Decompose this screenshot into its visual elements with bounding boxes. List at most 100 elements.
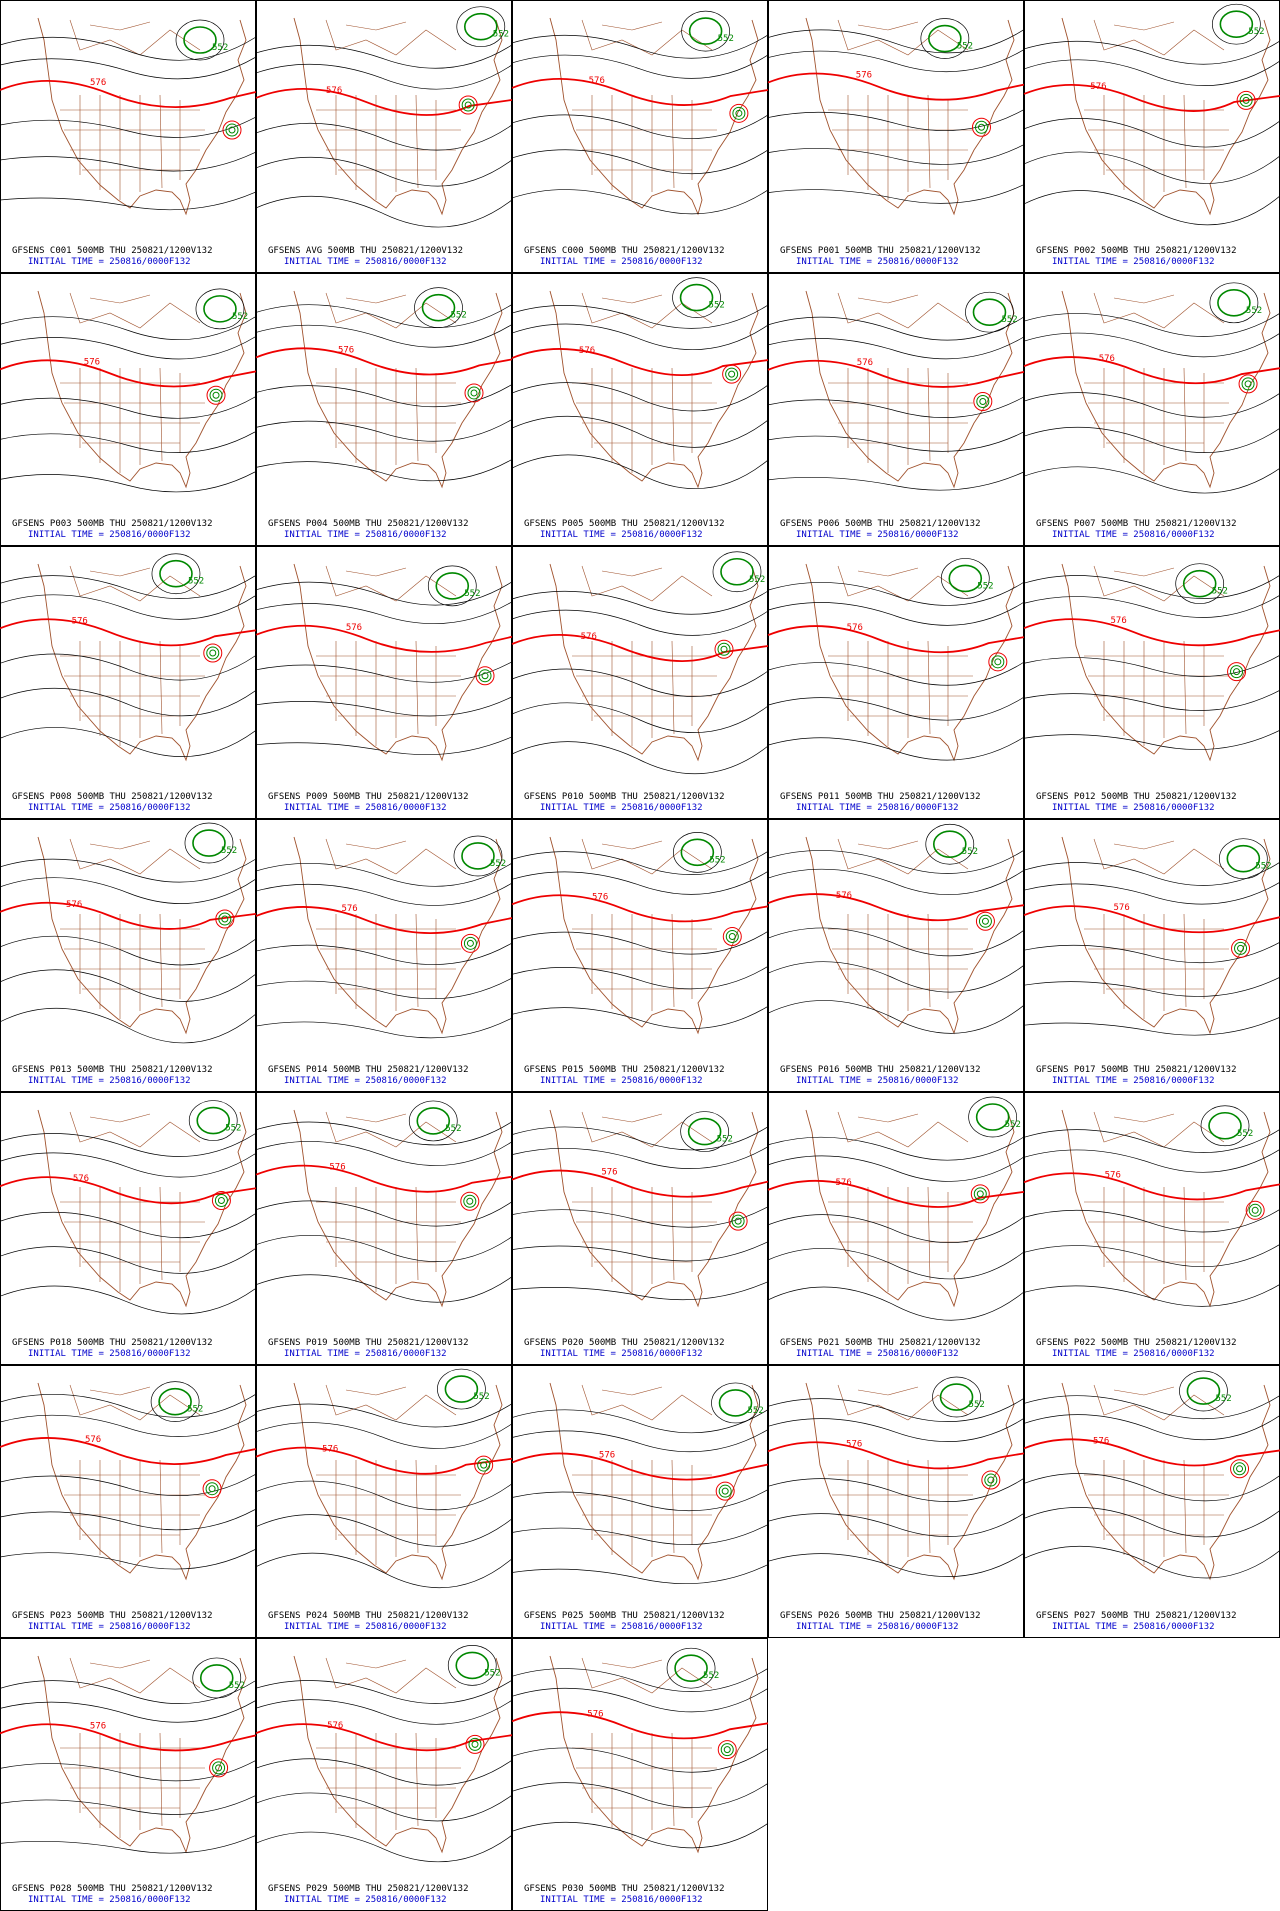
low-center	[965, 291, 1014, 333]
panel-title: GFSENS P023 500MB THU 250821/1200V132	[12, 1611, 212, 1621]
state-border	[837, 565, 969, 602]
contour-576	[767, 893, 1025, 922]
height-contour	[511, 149, 769, 175]
state-border	[325, 838, 457, 875]
contour-552	[939, 1383, 974, 1411]
height-contour	[0, 1835, 257, 1854]
panel-title: GFSENS P003 500MB THU 250821/1200V132	[12, 519, 212, 529]
panel-title: GFSENS P029 500MB THU 250821/1200V132	[268, 1884, 468, 1894]
height-contour	[511, 415, 769, 448]
height-contour	[1023, 312, 1280, 337]
state-border	[325, 292, 457, 329]
storm-center	[475, 666, 495, 686]
state-border	[857, 294, 919, 304]
storm-center	[481, 672, 489, 680]
height-contour	[511, 1429, 769, 1453]
low-center	[681, 10, 730, 52]
contour-label: 552	[473, 1392, 489, 1402]
low-center	[175, 19, 225, 61]
height-contour	[511, 1524, 769, 1546]
storm-center	[731, 1214, 745, 1228]
coastline	[1061, 836, 1271, 1035]
panel-frame	[512, 546, 768, 819]
height-contour	[255, 1480, 513, 1511]
state-border	[1183, 1186, 1187, 1281]
height-contour	[767, 49, 1025, 72]
panel-frame	[1024, 546, 1280, 819]
storm-center	[1233, 1462, 1247, 1476]
state-border	[601, 1113, 663, 1123]
state-border	[671, 1459, 675, 1554]
panel-init-time: INITIAL TIME = 250816/0000F132	[540, 1349, 703, 1359]
state-border	[601, 294, 663, 304]
contour-label: 576	[329, 1163, 345, 1173]
height-contour	[767, 736, 1025, 761]
panel-title: GFSENS P022 500MB THU 250821/1200V132	[1036, 1338, 1236, 1348]
contour-label: 552	[962, 847, 978, 857]
height-contour	[0, 1760, 257, 1782]
state-border	[857, 567, 919, 577]
contour-552	[1219, 10, 1254, 39]
storm-center	[215, 909, 235, 929]
coastline	[805, 1109, 1015, 1308]
height-contour	[767, 471, 1025, 491]
height-contour	[255, 736, 513, 756]
panel-frame	[768, 1092, 1024, 1365]
height-contour	[255, 384, 513, 408]
height-contour	[767, 1286, 1025, 1321]
map-panel: 576 552 GFSENS P010 500MB THU 250821/1200V…	[511, 546, 769, 819]
height-contour	[255, 942, 513, 965]
height-contour	[255, 661, 513, 683]
panel-frame	[768, 819, 1024, 1092]
coastline	[37, 290, 247, 489]
height-contour	[1023, 1129, 1280, 1153]
state-border	[857, 1113, 919, 1123]
state-border	[601, 1659, 663, 1669]
panel-init-time: INITIAL TIME = 250816/0000F132	[284, 1349, 447, 1359]
low-center	[672, 277, 721, 318]
state-border	[1113, 294, 1175, 304]
contour-label: 576	[579, 346, 595, 356]
map-panel: 576 552 GFSENS P008 500MB THU 250821/1200V…	[0, 546, 257, 819]
panel-title: GFSENS P004 500MB THU 250821/1200V132	[268, 519, 468, 529]
panel-title: GFSENS P015 500MB THU 250821/1200V132	[524, 1065, 724, 1075]
state-border	[89, 567, 151, 577]
height-contour	[255, 601, 513, 624]
panel-init-time: INITIAL TIME = 250816/0000F132	[284, 530, 447, 540]
storm-center	[464, 383, 484, 403]
contour-552	[183, 26, 217, 54]
panel-title: GFSENS P005 500MB THU 250821/1200V132	[524, 519, 724, 529]
height-contour	[0, 877, 257, 904]
height-contour	[255, 581, 513, 606]
storm-center	[976, 1190, 984, 1198]
panel-title: GFSENS P024 500MB THU 250821/1200V132	[268, 1611, 468, 1621]
map-panel: 576 552 GFSENS P013 500MB THU 250821/1200V…	[0, 819, 257, 1092]
contour-label: 552	[188, 577, 204, 587]
height-contour	[255, 1422, 513, 1449]
coastline	[549, 17, 759, 216]
storm-center	[735, 109, 743, 117]
panel-frame	[768, 1365, 1024, 1638]
contour-576	[511, 894, 769, 923]
storm-center	[728, 1211, 748, 1231]
height-contour	[511, 609, 769, 636]
contour-576	[0, 1437, 257, 1465]
height-contour	[0, 1413, 257, 1437]
map-panel: 576 552 GFSENS C001 500MB THU 250821/1200V…	[0, 0, 257, 273]
storm-center	[463, 936, 477, 950]
height-contour	[767, 184, 1025, 204]
height-contour	[767, 1155, 1025, 1182]
storm-center	[715, 1481, 735, 1501]
height-contour	[1023, 1473, 1280, 1502]
state-border	[69, 565, 201, 602]
contour-label: 552	[1255, 862, 1271, 872]
state-border	[837, 838, 969, 875]
storm-center	[981, 1470, 1001, 1490]
height-contour	[0, 1246, 257, 1274]
contour-label: 576	[338, 345, 354, 355]
contour-label: 576	[857, 358, 873, 368]
storm-center	[722, 364, 742, 384]
state-border	[581, 1384, 713, 1421]
contour-label: 552	[977, 581, 993, 591]
height-contour	[255, 882, 513, 906]
